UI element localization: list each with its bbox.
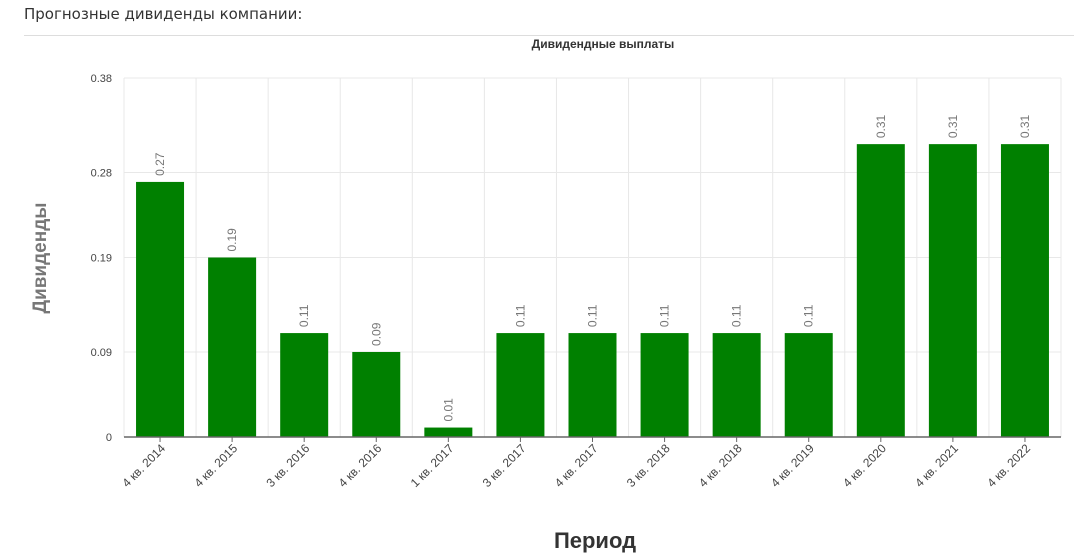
data-label: 0.11 xyxy=(802,304,816,327)
data-label: 0.31 xyxy=(874,114,888,138)
bar[interactable] xyxy=(712,333,761,437)
bar[interactable] xyxy=(568,333,617,437)
x-tick-label: 1 кв. 2017 xyxy=(408,441,457,490)
data-label: 0.27 xyxy=(153,152,167,176)
bar[interactable] xyxy=(784,333,833,437)
data-label: 0.11 xyxy=(513,304,527,327)
y-tick-label: 0.38 xyxy=(91,73,112,85)
data-label: 0.31 xyxy=(1018,114,1032,138)
bar[interactable] xyxy=(208,257,257,438)
bar[interactable] xyxy=(1000,144,1049,437)
data-label: 0.11 xyxy=(658,304,672,327)
x-tick-label: 4 кв. 2022 xyxy=(984,441,1033,490)
data-label: 0.11 xyxy=(586,304,600,327)
bar[interactable] xyxy=(496,333,545,437)
x-tick-label: 3 кв. 2016 xyxy=(264,441,313,490)
bar-layer: 0.27 0.19 0.11 0.09 0.01 0.11 0.11 0.11 0.11 0.11… xyxy=(136,114,1049,437)
x-tick-label: 4 кв. 2017 xyxy=(552,441,601,490)
x-tick-label: 4 кв. 2019 xyxy=(768,441,817,490)
x-tick-label: 4 кв. 2018 xyxy=(696,441,745,490)
bar[interactable] xyxy=(136,181,185,437)
y-tick-label: 0.19 xyxy=(91,253,112,265)
bar[interactable] xyxy=(640,333,689,437)
x-tick-label: 4 кв. 2021 xyxy=(912,441,961,490)
data-label: 0.11 xyxy=(297,304,311,327)
x-tick-label: 3 кв. 2017 xyxy=(480,441,529,490)
data-label: 0.09 xyxy=(369,322,383,346)
bar[interactable] xyxy=(424,427,473,437)
bar[interactable] xyxy=(856,144,905,437)
chart-title: Дивидендные выплаты xyxy=(532,37,675,51)
x-tick-label: 4 кв. 2020 xyxy=(840,441,889,490)
page-heading: Прогнозные дивиденды компании: xyxy=(24,5,303,23)
data-label: 0.31 xyxy=(946,114,960,138)
x-tick-label: 4 кв. 2015 xyxy=(191,441,240,490)
y-tick-label: 0.28 xyxy=(91,167,112,179)
x-tick-label: 4 кв. 2016 xyxy=(336,441,385,490)
data-label: 0.01 xyxy=(441,398,455,422)
bar[interactable] xyxy=(280,333,329,437)
grid-layer xyxy=(123,77,1062,438)
y-axis-title: Дивиденды xyxy=(30,203,51,314)
x-tick-label: 4 кв. 2014 xyxy=(119,441,168,490)
x-tick-label: 3 кв. 2018 xyxy=(624,441,673,490)
y-tick-label: 0 xyxy=(106,432,112,444)
heading-divider xyxy=(24,35,1074,36)
data-label: 0.19 xyxy=(225,228,239,252)
y-tick-label: 0.09 xyxy=(91,347,112,359)
bar[interactable] xyxy=(928,144,977,437)
x-axis-title: Период xyxy=(554,528,636,553)
data-label: 0.11 xyxy=(730,304,744,327)
bar[interactable] xyxy=(352,351,401,437)
